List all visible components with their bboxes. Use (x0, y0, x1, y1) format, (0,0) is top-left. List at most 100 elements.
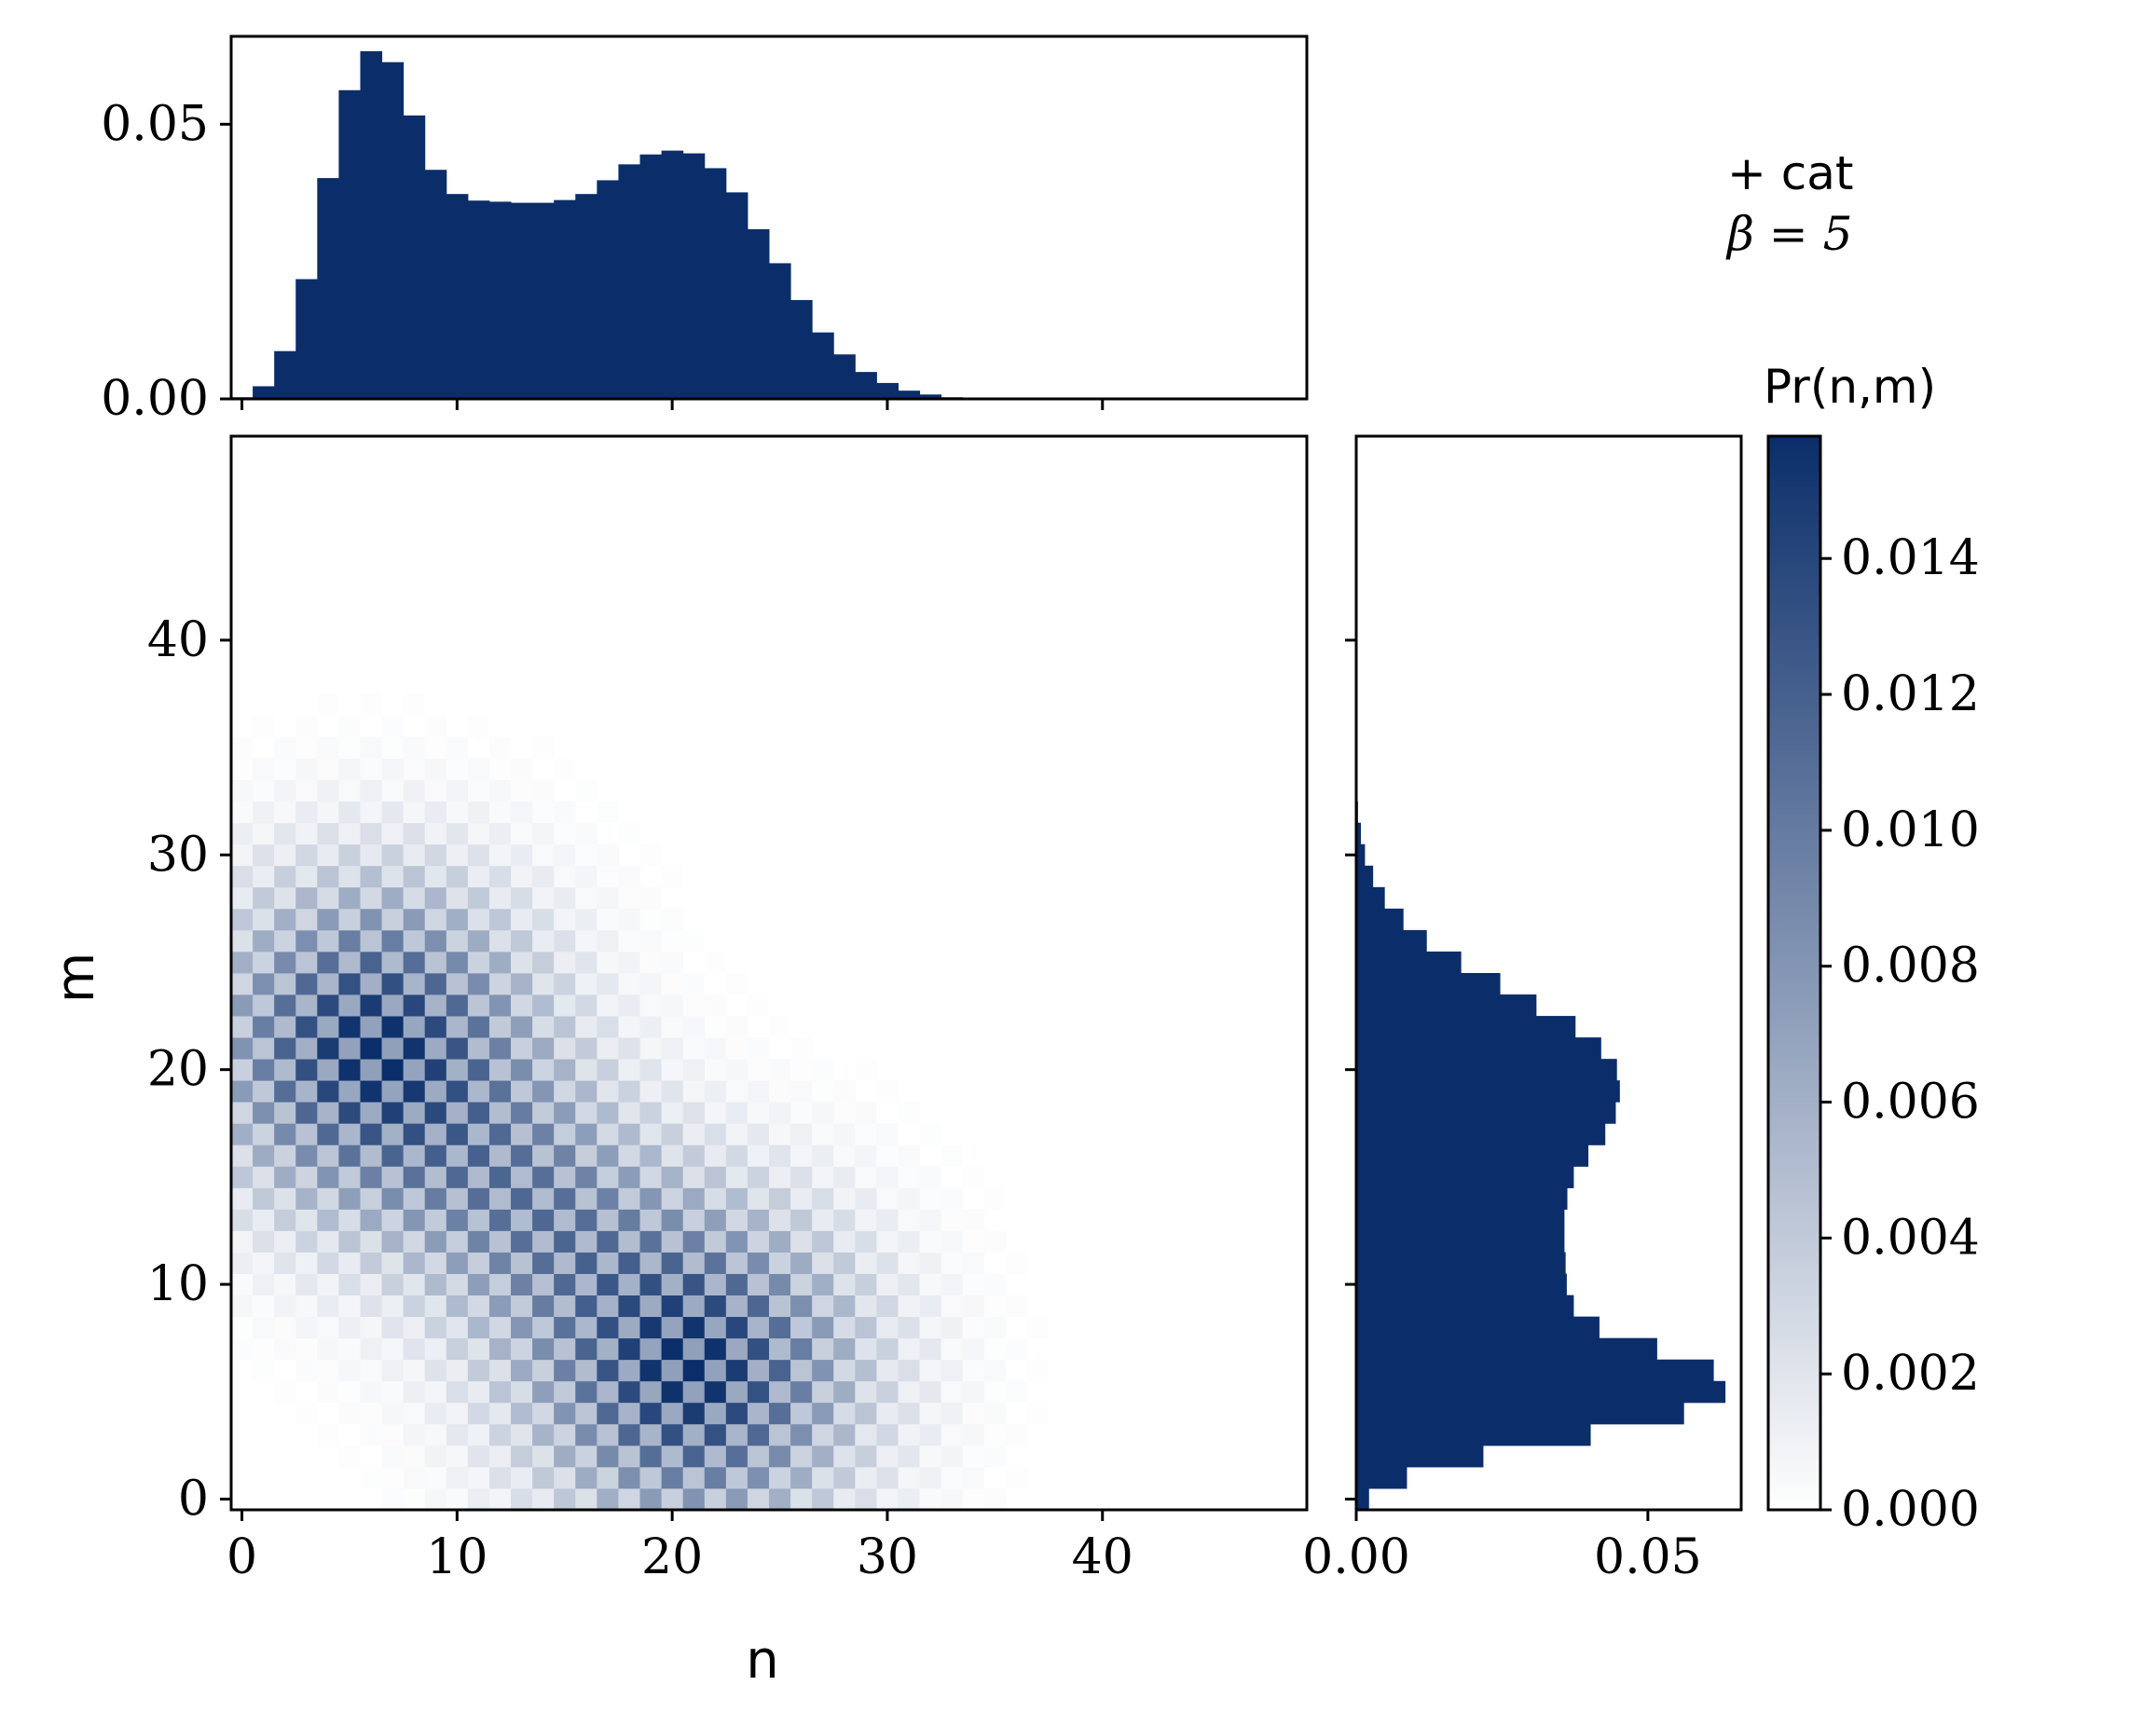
heatmap-cell (511, 1166, 533, 1188)
heatmap-cell (876, 1209, 899, 1231)
heatmap-cell (682, 1466, 706, 1489)
heatmap-cell (575, 1423, 597, 1446)
heatmap-cell (597, 1016, 619, 1038)
heatmap-cell (769, 1102, 791, 1124)
heatmap-cell (488, 1445, 512, 1468)
heatmap-cell (403, 1423, 426, 1446)
heatmap-cell (403, 908, 426, 931)
heatmap-cell (295, 1337, 318, 1361)
heatmap-cell (725, 1123, 748, 1145)
marginal-m-bar (1356, 843, 1366, 867)
heatmap-cell (360, 951, 382, 974)
heatmap-cell (725, 1295, 748, 1318)
heatmap-cell (274, 1316, 296, 1339)
heatmap-cell (424, 1230, 447, 1253)
marginal-m-bar (1356, 1487, 1369, 1511)
heatmap-cell (554, 1423, 576, 1446)
heatmap-cell (360, 1230, 382, 1253)
heatmap-cell (532, 1380, 555, 1404)
heatmap-cell (446, 1187, 469, 1210)
heatmap-cell (511, 1080, 533, 1103)
heatmap-cell (488, 1166, 512, 1188)
heatmap-cell (381, 886, 405, 910)
heatmap-cell (919, 1230, 942, 1253)
heatmap-cell (790, 1059, 813, 1081)
heatmap-cell (1026, 1359, 1050, 1382)
heatmap-cell (424, 908, 447, 931)
heatmap-cell (554, 908, 576, 931)
marginal-n-bar (360, 50, 383, 399)
heatmap-cell (575, 1080, 597, 1103)
heatmap-cell (639, 1102, 662, 1124)
heatmap-cell (597, 994, 619, 1017)
heatmap-cell (381, 1016, 405, 1038)
heatmap-cell (639, 1337, 662, 1361)
heatmap-cell (317, 1037, 339, 1060)
heatmap-cell (575, 779, 597, 802)
heatmap-cell (488, 1080, 512, 1103)
heatmap-cell (855, 1402, 877, 1425)
heatmap-cell (812, 1423, 834, 1446)
heatmap-cell (317, 1337, 339, 1361)
heatmap-cell (360, 865, 382, 888)
heatmap-cell (338, 886, 361, 910)
heatmap-cell (274, 1059, 296, 1081)
heatmap-cell (231, 886, 254, 910)
heatmap-cell (597, 1487, 619, 1511)
heatmap-cell (317, 1123, 339, 1145)
heatmap-cell (488, 973, 512, 995)
heatmap-cell (295, 1059, 318, 1081)
heatmap-cell (747, 1487, 770, 1511)
heatmap-cell (855, 1144, 877, 1167)
heatmap-cell (381, 1230, 405, 1253)
heatmap-cell (725, 1080, 748, 1103)
heatmap-cell (597, 1445, 619, 1468)
heatmap-cell (381, 1466, 405, 1489)
heatmap-cell (317, 1230, 339, 1253)
heatmap-cell (575, 886, 597, 910)
heatmap-cell (597, 1102, 619, 1124)
heatmap-cell (532, 951, 555, 974)
heatmap-cell (511, 1337, 533, 1361)
heatmap-cell (231, 1080, 254, 1103)
heatmap-cell (317, 951, 339, 974)
marginal-m-bar (1356, 1016, 1576, 1038)
heatmap-cell (639, 1144, 662, 1167)
heatmap-cell (467, 1423, 490, 1446)
heatmap-cell (403, 1187, 426, 1210)
marginal-n-bar (747, 228, 770, 399)
heatmap-cell (360, 779, 382, 802)
heatmap-cell (467, 758, 490, 781)
heatmap-cell (941, 1209, 964, 1231)
heatmap-cell (876, 1402, 899, 1425)
heatmap-cell (876, 1080, 899, 1103)
heatmap-cell (488, 908, 512, 931)
heatmap-cell (338, 736, 361, 759)
heatmap-cell (983, 1316, 1007, 1339)
heatmap-cell (403, 779, 426, 802)
heatmap-cell (467, 1102, 490, 1124)
heatmap-cell (661, 929, 684, 952)
heatmap-cell (446, 1402, 469, 1425)
heatmap-cell (618, 1380, 640, 1404)
marginal-m-bar (1356, 1402, 1684, 1425)
heatmap-cell (338, 1252, 361, 1274)
heatmap-cell (919, 1252, 942, 1274)
heatmap-cell (253, 1230, 275, 1253)
heatmap-cell (661, 1487, 684, 1511)
heatmap-cell (274, 1273, 296, 1295)
heatmap-cell (488, 1423, 512, 1446)
heatmap-cell (597, 1230, 619, 1253)
heatmap-cell (231, 1123, 254, 1145)
heatmap-cell (274, 1166, 296, 1188)
heatmap-cell (424, 801, 447, 824)
heatmap-cell (424, 1252, 447, 1274)
heatmap-cell (511, 1037, 533, 1060)
heatmap-cell (618, 1187, 640, 1210)
heatmap-cell (467, 1295, 490, 1318)
heatmap-cell (381, 1423, 405, 1446)
heatmap-cell (360, 1273, 382, 1295)
heatmap-cell (381, 1166, 405, 1188)
heatmap-cell (338, 715, 361, 737)
heatmap-cell (769, 1316, 791, 1339)
